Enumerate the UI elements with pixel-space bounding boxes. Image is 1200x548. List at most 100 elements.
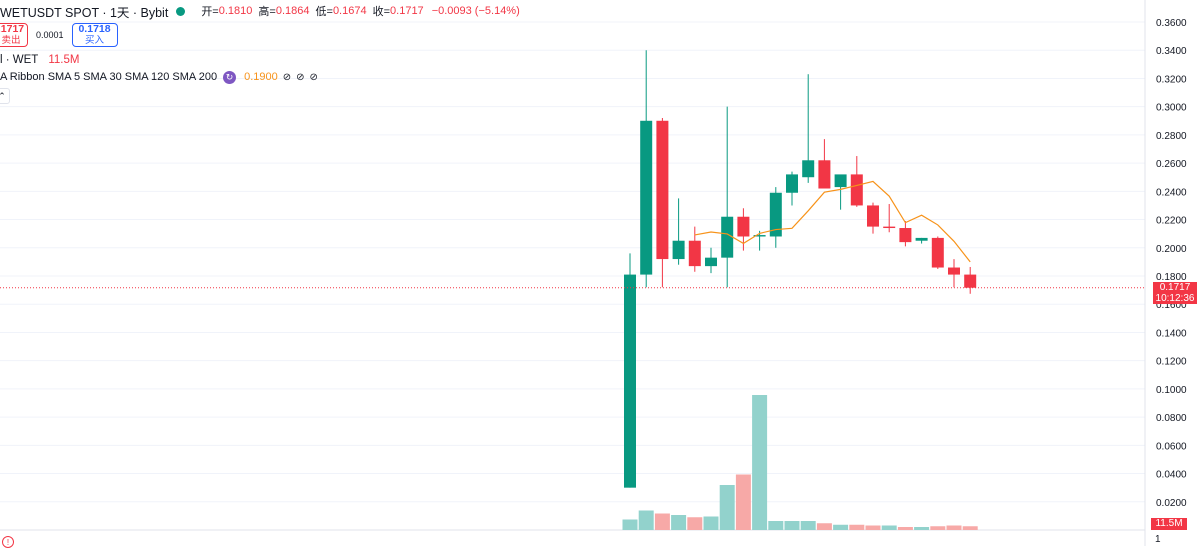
volume-bars [622,395,978,530]
collapse-legend-button[interactable]: ⌃ [0,88,10,104]
volume-bar [930,526,946,530]
volume-bar [671,515,687,530]
na-icon: ⊘ [309,71,318,83]
candle-body [737,216,750,237]
volume-bar [897,527,913,530]
low-label: 低= [315,6,333,18]
sell-label: 卖出 [1,35,21,46]
volume-bar [703,516,719,530]
y-tick-label: 0.1400 [1156,328,1187,339]
high-label: 高= [258,6,276,18]
volume-bar [752,395,768,530]
open-value: 0.1810 [218,5,253,17]
y-tick-label: 0.1600 [1156,300,1187,311]
candle-body [818,160,831,189]
candle-body [964,274,977,288]
candle-body [786,174,798,193]
close-label: 收= [372,6,391,18]
buy-button[interactable]: 0.1718 买入 [71,23,118,47]
time-axis-marker: 1 [1155,534,1161,545]
candle-body [899,228,912,243]
volume-bar [735,474,751,530]
volume-bar [687,517,703,530]
volume-bar [800,521,816,530]
y-tick-label: 0.1000 [1156,385,1187,396]
symbol-title[interactable]: WETUSDT SPOT · 1天 · Bybit [0,5,169,20]
candle-body [672,240,685,260]
volume-tag: 11.5M [1151,518,1187,530]
y-tick-label: 0.1200 [1156,357,1187,368]
alert-icon[interactable]: ! [2,536,14,548]
y-tick-label: 0.2400 [1156,187,1187,198]
candlesticks [624,50,977,488]
chevron-up-icon: ⌃ [0,90,6,101]
y-tick-label: 0.3200 [1156,74,1187,85]
y-tick-label: 0.0600 [1156,441,1187,452]
na-icon: ⊘ [282,71,292,83]
price-axis: 0.3600 0.3400 0.3200 0.3000 0.2800 0.2600 0.24… [1144,0,1187,546]
volume-bar [865,525,881,530]
volume-bar [638,510,654,530]
volume-bar [654,513,670,530]
low-value: 0.1674 [332,5,367,17]
candle-body [834,174,847,188]
candle-body [753,235,766,237]
y-tick-label: 0.0400 [1156,470,1187,481]
y-tick-label: 0.3000 [1156,103,1187,114]
volume-legend[interactable]: l · WET 11.5M [0,52,79,68]
open-label: 开= [201,6,219,18]
candle-body [802,160,815,178]
candle-body [948,267,960,275]
sync-icon[interactable]: ↻ [223,70,237,84]
ma-ribbon [0,180,1145,289]
trade-buttons: .1717 卖出 0.0001 0.1718 买入 [0,22,118,48]
change-value: −0.0093 (−5.14%) [431,5,520,17]
volume-bar [816,523,832,530]
candle-body [721,216,734,258]
market-status-dot [176,6,186,16]
volume-indicator-value: 11.5M [48,54,80,66]
y-tick-label: 0.1800 [1156,272,1187,283]
ma-indicator-name: A Ribbon SMA 5 SMA 30 SMA 120 SMA 200 [0,71,218,83]
symbol-legend: WETUSDT SPOT · 1天 · Bybit 开= 0.1810 高= 0.1… [0,2,520,20]
candle-body [656,120,669,260]
volume-bar [914,527,930,530]
y-tick-label: 0.2800 [1156,131,1187,142]
candle-body [640,120,653,275]
volume-bar [833,524,849,530]
close-value: 0.1717 [390,5,424,17]
y-tick-label: 0.0200 [1156,498,1187,509]
buy-price: 0.1718 [78,23,111,35]
ma-legend[interactable]: A Ribbon SMA 5 SMA 30 SMA 120 SMA 200 ↻ … [0,69,318,85]
sell-button[interactable]: .1717 卖出 [0,23,28,47]
ma-value: 0.1900 [244,71,278,83]
volume-bar [768,521,784,530]
high-value: 0.1864 [275,5,310,17]
volume-bar [849,524,865,530]
candle-body [688,240,701,267]
volume-bar [784,521,800,530]
candle-body [850,174,863,206]
sma5-line [694,180,971,263]
candle-body [705,257,717,267]
buy-label: 买入 [85,35,105,46]
last-price-value: 0.1717 [1159,282,1191,293]
volume-bar [962,526,978,530]
y-tick-label: 0.2200 [1156,216,1187,227]
last-price-tag: 0.1717 10:12:36 [1153,282,1197,304]
volume-bar [946,525,962,530]
y-tick-label: 0.2600 [1156,159,1187,170]
candle-body [769,192,782,237]
y-tick-label: 0.2000 [1156,244,1187,255]
sell-price: .1717 [0,23,25,35]
candle-body [867,205,879,227]
y-tick-label: 0.0800 [1156,413,1187,424]
volume-bar [719,485,735,530]
volume-indicator-name: l · WET [0,54,39,66]
candle-body [883,226,896,229]
volume-bar [622,519,638,530]
y-tick-label: 0.3400 [1156,46,1187,57]
candle-body [931,237,944,268]
spread-value: 0.0001 [36,30,64,40]
